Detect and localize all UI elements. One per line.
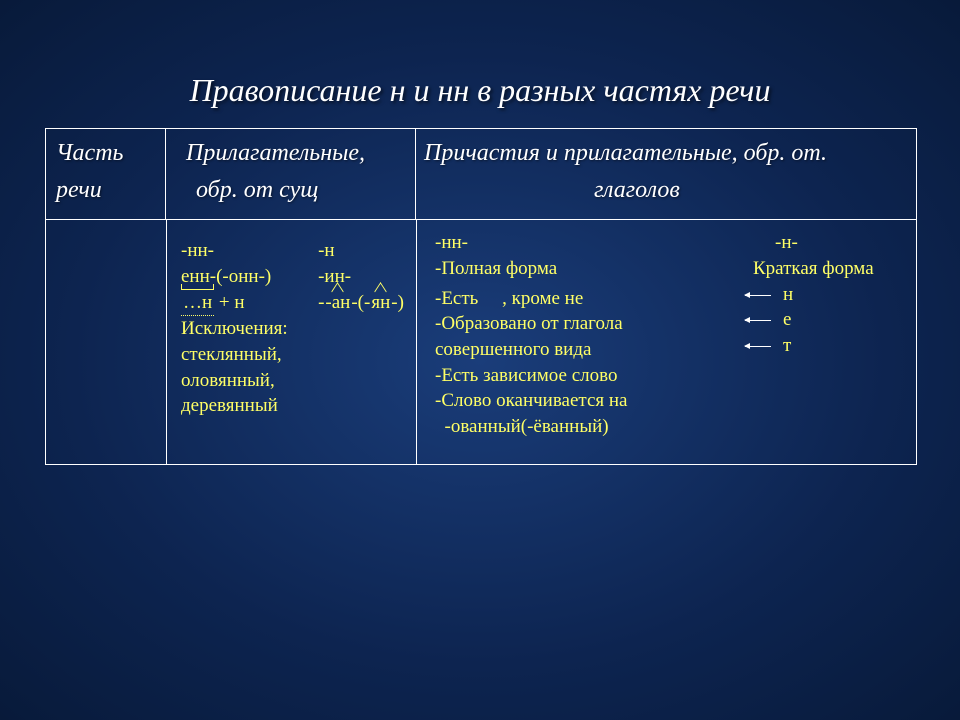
rule-line: т [745, 333, 915, 359]
rule-line: -Образовано от глагола [435, 311, 715, 337]
rule-line: Исключения: [181, 316, 318, 342]
caret-mark: -ан [324, 290, 351, 316]
rule-text: т [777, 335, 791, 356]
rule-line: -н [318, 238, 416, 264]
verb-n-block: -н- Краткая форма н е т [715, 230, 915, 439]
header-text: Прилагательные, [186, 135, 407, 172]
header-text: Причастия и прилагательные, обр. от. [424, 135, 908, 172]
rule-line: -нн- [181, 238, 318, 264]
header-text: речи [56, 172, 157, 209]
header-text: обр. от сущ [186, 172, 407, 209]
rule-line: стеклянный, [181, 342, 318, 368]
table-header-row: Часть речи Прилагательные, обр. от сущ П… [46, 129, 916, 220]
arrow-icon [745, 346, 771, 347]
header-col-adjectives: Прилагательные, обр. от сущ [166, 129, 416, 219]
rule-text: е [777, 309, 791, 330]
rule-line: -Полная форма [435, 256, 715, 282]
rule-text: н [777, 284, 793, 305]
verb-nn-block: -нн- -Полная форма -Есть , кроме не -Обр… [417, 230, 715, 439]
body-col-adjectives: -нн- енн-(-онн-) …н + н Исключения: стек… [167, 220, 417, 463]
rule-line: -ованный(-ёванный) [435, 414, 715, 440]
body-col-empty [46, 220, 167, 463]
rule-line: н [745, 282, 915, 308]
rule-line: -н- [745, 230, 915, 256]
rule-line: совершенного вида [435, 337, 715, 363]
rule-text: -) [391, 292, 404, 313]
slide: Правописание н и нн в разных частях речи… [0, 0, 960, 720]
body-col-participles: -нн- -Полная форма -Есть , кроме не -Обр… [417, 220, 916, 463]
caret-mark: ян [370, 290, 391, 316]
rule-line: -нн- [435, 230, 715, 256]
slide-title: Правописание н и нн в разных частях речи [0, 72, 960, 109]
adj-nn-block: -нн- енн-(-онн-) …н + н Исключения: стек… [167, 238, 318, 439]
rule-line: -Есть зависимое слово [435, 363, 715, 389]
rule-line: Краткая форма [745, 256, 915, 282]
header-text: Часть [56, 135, 157, 172]
rule-line: -ин- [318, 264, 416, 290]
rule-line: е [745, 307, 915, 333]
rule-text: + н [214, 292, 244, 313]
rules-table: Часть речи Прилагательные, обр. от сущ П… [45, 128, 917, 465]
rule-line: -Есть , кроме не [435, 286, 715, 312]
arrow-icon [745, 320, 771, 321]
header-col-participles: Причастия и прилагательные, обр. от. гла… [416, 129, 916, 219]
rule-line: деревянный [181, 393, 318, 419]
bracket-mark: …н [181, 290, 214, 317]
rule-line: -Слово оканчивается на [435, 388, 715, 414]
arrow-icon [745, 295, 771, 296]
rule-line: оловянный, [181, 368, 318, 394]
table-body-row: -нн- енн-(-онн-) …н + н Исключения: стек… [46, 220, 916, 463]
rule-line: --ан-(-ян-) [318, 290, 416, 316]
header-text: глаголов [424, 172, 908, 209]
rule-text: -(- [351, 292, 370, 313]
header-col-part-of-speech: Часть речи [46, 129, 166, 219]
adj-n-block: -н -ин- --ан-(-ян-) [318, 238, 416, 439]
rule-line: …н + н [181, 290, 318, 317]
